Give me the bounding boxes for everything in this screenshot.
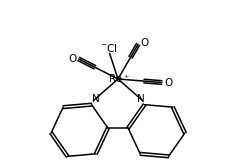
Text: O: O <box>68 54 76 64</box>
Text: $^{+}$: $^{+}$ <box>123 73 130 82</box>
Text: $^{-}$Cl: $^{-}$Cl <box>100 42 117 54</box>
Text: O: O <box>140 38 149 48</box>
Text: Re: Re <box>110 74 122 84</box>
Text: O: O <box>164 77 172 88</box>
Text: N: N <box>92 95 99 105</box>
Text: N: N <box>137 95 144 105</box>
